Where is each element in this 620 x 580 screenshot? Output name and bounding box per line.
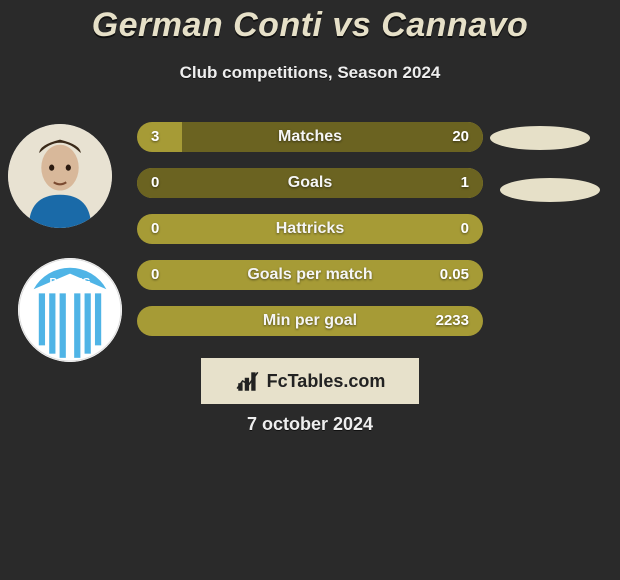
bar-chart-icon — [235, 368, 261, 394]
stat-label: Min per goal — [137, 306, 483, 336]
stat-row-gpm: 0 Goals per match 0.05 — [137, 260, 483, 290]
stat-label: Matches — [137, 122, 483, 152]
stat-row-matches: 3 Matches 20 — [137, 122, 483, 152]
stat-value-right: 20 — [452, 122, 469, 152]
side-oval — [500, 178, 600, 202]
stat-value-right: 1 — [461, 168, 469, 198]
stat-row-mpg: Min per goal 2233 — [137, 306, 483, 336]
brand-text: FcTables.com — [267, 371, 386, 392]
club-badge: RACING — [18, 258, 122, 362]
stat-value-right: 0 — [461, 214, 469, 244]
subtitle: Club competitions, Season 2024 — [0, 63, 620, 83]
stat-value-right: 0.05 — [440, 260, 469, 290]
stat-label: Goals — [137, 168, 483, 198]
stat-label: Goals per match — [137, 260, 483, 290]
stats-block: 3 Matches 20 0 Goals 1 0 Hattricks 0 0 G… — [137, 122, 483, 352]
page-title: German Conti vs Cannavo — [0, 0, 620, 45]
stat-row-goals: 0 Goals 1 — [137, 168, 483, 198]
player-avatar — [8, 124, 112, 228]
date-text: 7 october 2024 — [0, 414, 620, 435]
stat-value-right: 2233 — [436, 306, 469, 336]
club-name-text: RACING — [50, 277, 91, 288]
club-badge-icon: RACING — [18, 258, 122, 362]
stat-row-hattricks: 0 Hattricks 0 — [137, 214, 483, 244]
comparison-card: German Conti vs Cannavo Club competition… — [0, 0, 620, 580]
stat-label: Hattricks — [137, 214, 483, 244]
brand-box[interactable]: FcTables.com — [201, 358, 419, 404]
avatar-placeholder-icon — [8, 124, 112, 228]
side-oval — [490, 126, 590, 150]
